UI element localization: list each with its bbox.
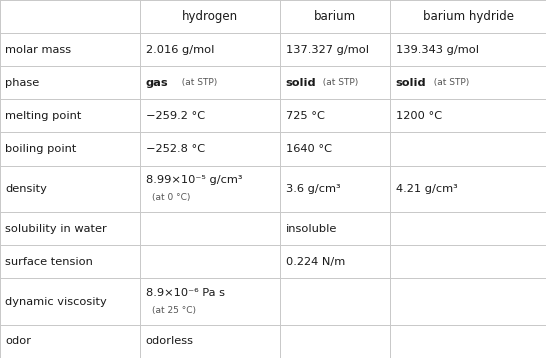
Text: surface tension: surface tension (5, 257, 93, 267)
Text: dynamic viscosity: dynamic viscosity (5, 296, 107, 306)
Text: 1200 °C: 1200 °C (396, 111, 442, 121)
Text: insoluble: insoluble (286, 224, 337, 234)
Text: 137.327 g/mol: 137.327 g/mol (286, 44, 369, 54)
Text: gas: gas (146, 78, 168, 88)
Text: (at STP): (at STP) (428, 78, 469, 87)
Text: 2.016 g/mol: 2.016 g/mol (146, 44, 214, 54)
Text: −259.2 °C: −259.2 °C (146, 111, 205, 121)
Text: −252.8 °C: −252.8 °C (146, 144, 205, 154)
Text: odor: odor (5, 337, 32, 347)
Text: density: density (5, 184, 48, 194)
Text: solid: solid (286, 78, 316, 88)
Text: 139.343 g/mol: 139.343 g/mol (396, 44, 479, 54)
Text: melting point: melting point (5, 111, 82, 121)
Text: 0.224 N/m: 0.224 N/m (286, 257, 345, 267)
Text: solid: solid (396, 78, 426, 88)
Text: odorless: odorless (146, 337, 194, 347)
Text: solubility in water: solubility in water (5, 224, 107, 234)
Text: (at STP): (at STP) (176, 78, 217, 87)
Text: 8.9×10⁻⁶ Pa s: 8.9×10⁻⁶ Pa s (146, 288, 225, 298)
Text: 725 °C: 725 °C (286, 111, 324, 121)
Text: (at 0 °C): (at 0 °C) (152, 193, 191, 202)
Text: boiling point: boiling point (5, 144, 77, 154)
Text: molar mass: molar mass (5, 44, 72, 54)
Text: 1640 °C: 1640 °C (286, 144, 331, 154)
Text: 3.6 g/cm³: 3.6 g/cm³ (286, 184, 340, 194)
Text: 4.21 g/cm³: 4.21 g/cm³ (396, 184, 458, 194)
Text: (at 25 °C): (at 25 °C) (152, 306, 197, 315)
Text: 8.99×10⁻⁵ g/cm³: 8.99×10⁻⁵ g/cm³ (146, 175, 242, 185)
Text: (at STP): (at STP) (317, 78, 359, 87)
Text: barium: barium (314, 10, 357, 23)
Text: barium hydride: barium hydride (423, 10, 514, 23)
Text: hydrogen: hydrogen (182, 10, 238, 23)
Text: phase: phase (5, 78, 40, 88)
